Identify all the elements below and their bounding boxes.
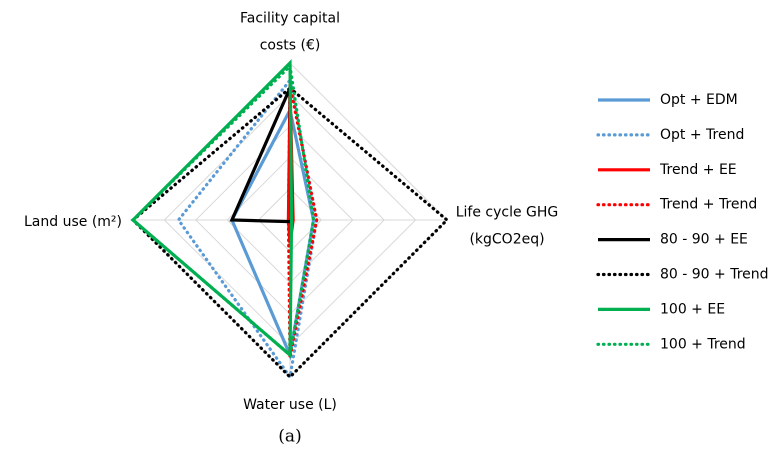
legend-label: Trend + Trend [659, 197, 757, 213]
series-line [286, 84, 319, 359]
legend-label: Opt + EDM [660, 92, 738, 108]
series-line [176, 76, 319, 382]
legend-label: 80 - 90 + EE [660, 232, 748, 248]
series-line [130, 86, 450, 380]
series-line [229, 87, 294, 224]
caption: (a) [278, 427, 301, 447]
series-line [130, 62, 316, 359]
legend-label: Trend + EE [659, 162, 737, 178]
legend-label: 80 - 90 + Trend [660, 267, 769, 283]
axis-label: Land use (m²) [24, 214, 122, 230]
legend-label: Opt + Trend [660, 127, 744, 143]
legend-label: 100 + Trend [660, 336, 746, 352]
axis-label: Water use (L) [243, 397, 337, 413]
axis-label: Facility capital costs (€) [240, 11, 340, 54]
axis-label: Life cycle GHG (kgCO2eq) [456, 205, 559, 248]
legend-label: 100 + EE [660, 301, 725, 317]
